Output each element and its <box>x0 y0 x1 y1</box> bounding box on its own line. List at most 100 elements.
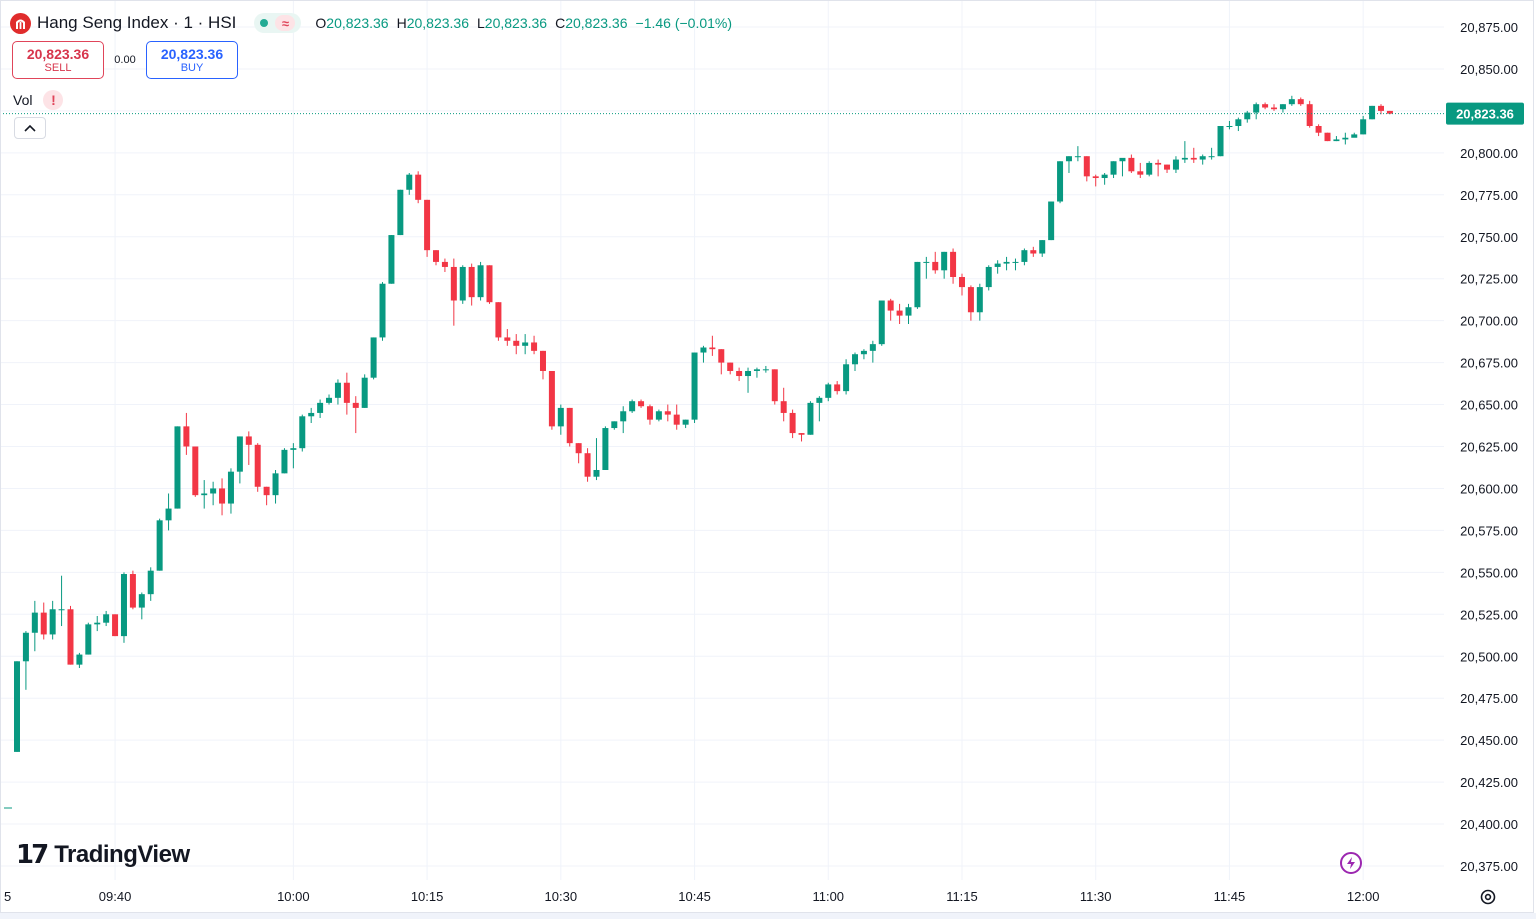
candle-body <box>602 428 609 470</box>
candle-body <box>236 436 243 472</box>
candle-body <box>379 283 386 338</box>
y-tick-label: 20,675.00 <box>1460 356 1518 371</box>
candle <box>433 250 440 266</box>
candle-body <box>1253 104 1260 113</box>
collapse-legend-button[interactable] <box>14 117 46 139</box>
candle-body <box>967 287 974 313</box>
price-axis[interactable]: 20,875.0020,850.0020,825.0020,800.0020,7… <box>1446 20 1524 874</box>
candle-body <box>1377 105 1384 111</box>
candle <box>709 335 716 356</box>
candle-body <box>1324 132 1331 142</box>
candle <box>629 399 636 413</box>
candle <box>762 365 769 373</box>
candle <box>1003 256 1010 271</box>
candle <box>914 261 921 309</box>
candle-body <box>950 251 957 278</box>
y-tick-label: 20,650.00 <box>1460 398 1518 413</box>
candle-body <box>869 344 876 351</box>
candle-body <box>397 189 404 236</box>
y-tick-label: 20,775.00 <box>1460 188 1518 203</box>
candle <box>486 265 493 304</box>
sell-button[interactable]: 20,823.36 SELL <box>12 41 104 79</box>
candle-body <box>174 426 181 509</box>
candle <box>789 409 796 439</box>
x-tick-label: 11:00 <box>812 889 844 904</box>
x-tick-label: 10:30 <box>545 889 578 904</box>
x-tick-label: 12:00 <box>1347 889 1380 904</box>
volume-warning-icon[interactable]: ! <box>43 90 64 110</box>
candle <box>1306 100 1313 128</box>
y-tick-label: 20,550.00 <box>1460 565 1518 580</box>
candle <box>646 404 653 425</box>
candle <box>807 401 814 435</box>
chart-settings-button[interactable] <box>1478 887 1498 907</box>
candle <box>317 399 324 418</box>
candle-body <box>1199 156 1206 160</box>
candle <box>1110 161 1117 179</box>
time-axis[interactable]: 09:40 10:00 10:15 10:30 10:45 11:00 11:15 11:30… <box>4 889 1379 904</box>
y-tick-label: 20,575.00 <box>1460 523 1518 538</box>
ohlc-low: L20,823.36 <box>477 15 548 31</box>
candle <box>860 349 867 360</box>
candle-body <box>798 433 805 435</box>
y-tick-label: 20,475.00 <box>1460 691 1518 706</box>
candle-body <box>334 382 341 398</box>
x-tick-label: 11:15 <box>946 889 978 904</box>
candle-body <box>584 453 591 477</box>
candle <box>539 350 546 380</box>
candle <box>557 404 564 435</box>
candle-body <box>566 407 573 444</box>
candle-body <box>575 443 582 454</box>
candle <box>388 235 395 284</box>
candle-body <box>1012 261 1019 263</box>
y-tick-label: 20,400.00 <box>1460 817 1518 832</box>
candle <box>736 367 743 382</box>
candle-body <box>1181 157 1188 160</box>
trade-buttons: 20,823.36 SELL 0.00 20,823.36 BUY <box>12 41 238 79</box>
candle <box>852 352 859 371</box>
candle-body <box>308 412 315 417</box>
volume-indicator[interactable]: Vol ! <box>13 90 64 110</box>
lightning-button[interactable] <box>1340 852 1362 874</box>
candle-body <box>1083 156 1090 177</box>
candle-body <box>985 266 992 288</box>
candle <box>147 567 154 601</box>
candle-body <box>780 401 787 413</box>
candle <box>352 396 359 434</box>
candle-body <box>343 382 350 403</box>
symbol-title[interactable]: Hang Seng Index · 1 · HSI <box>37 13 237 32</box>
candle <box>1057 161 1064 204</box>
buy-button[interactable]: 20,823.36 BUY <box>146 41 238 79</box>
candle-body <box>709 347 716 350</box>
candle-body <box>388 235 395 284</box>
candle-body <box>896 310 903 316</box>
candle-body <box>67 609 74 665</box>
candle-body <box>254 444 261 487</box>
candle <box>504 329 511 346</box>
candle-body <box>629 401 636 412</box>
candle <box>58 575 65 627</box>
candle <box>31 600 38 652</box>
candle-body <box>468 266 475 298</box>
candle-body <box>887 300 894 311</box>
candle-body <box>1101 174 1108 179</box>
market-status[interactable]: ≈ <box>254 13 302 33</box>
candle <box>299 414 306 452</box>
candle <box>1208 147 1215 160</box>
tradingview-logo[interactable]: 17 TradingView <box>16 840 190 870</box>
candle <box>1155 159 1162 177</box>
candle-body <box>352 402 359 408</box>
candle <box>798 433 805 442</box>
candle <box>22 631 29 690</box>
y-tick-label: 20,625.00 <box>1460 440 1518 455</box>
candle-body <box>834 384 841 392</box>
candle <box>664 404 671 422</box>
candle <box>14 661 20 752</box>
candle <box>905 303 912 325</box>
candle-body <box>539 350 546 371</box>
candle-body <box>76 654 83 665</box>
candle-body <box>1164 164 1171 170</box>
candle-body <box>201 493 208 496</box>
